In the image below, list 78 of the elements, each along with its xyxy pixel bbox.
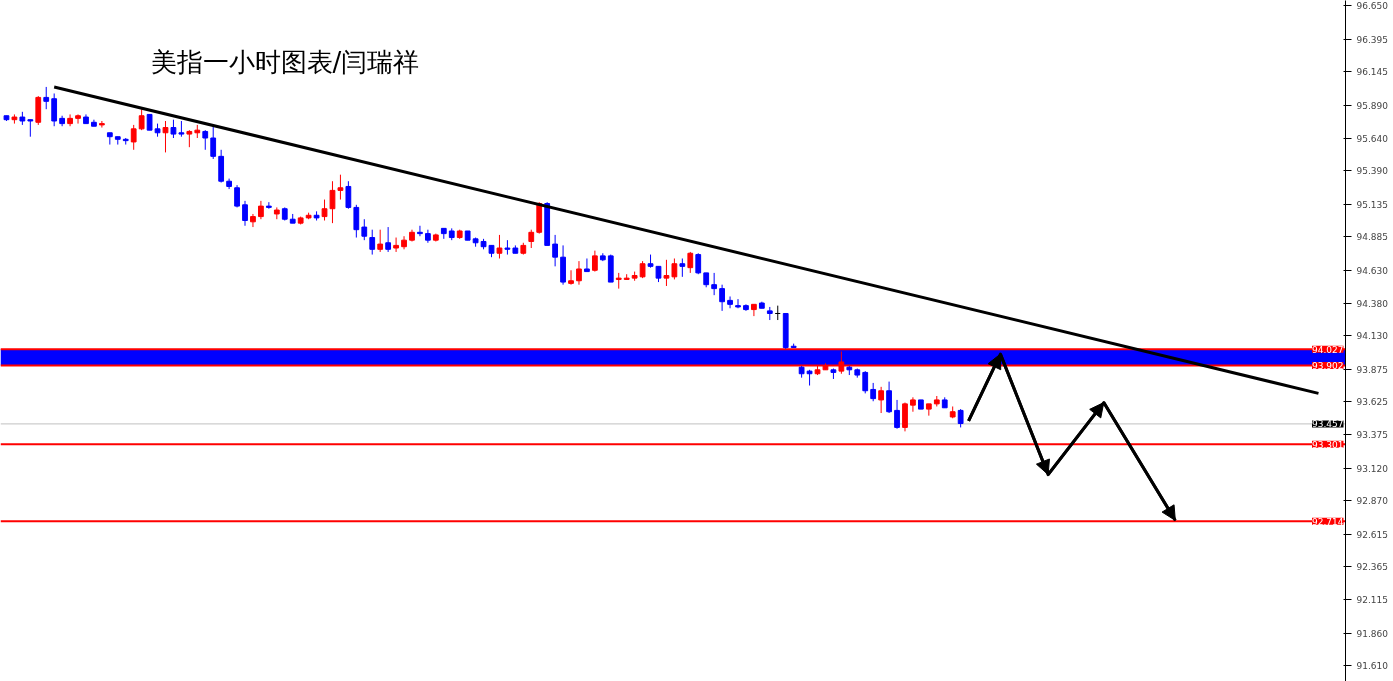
candlestick <box>369 229 376 256</box>
candlestick <box>894 399 900 430</box>
y-tick-label: 93.120 <box>1356 463 1389 474</box>
candlestick <box>862 370 869 394</box>
candlestick <box>528 229 535 249</box>
y-tick-label: 92.365 <box>1356 562 1388 573</box>
candlestick <box>321 199 328 222</box>
candlestick <box>584 257 590 273</box>
candlestick <box>727 295 733 309</box>
y-tick-label: 92.870 <box>1356 496 1389 507</box>
candlestick <box>67 113 73 127</box>
y-tick-label: 95.890 <box>1356 100 1389 111</box>
candlestick <box>258 200 264 220</box>
candlestick <box>957 408 964 428</box>
candlestick <box>361 218 368 241</box>
y-tick-label: 94.380 <box>1356 298 1389 309</box>
candlestick <box>329 180 336 224</box>
y-tick-label: 91.610 <box>1356 661 1389 672</box>
y-tick-label: 96.650 <box>1356 1 1389 12</box>
candlestick <box>385 226 392 253</box>
candlestick <box>878 386 885 414</box>
candlestick <box>138 108 145 131</box>
candlestick <box>496 234 503 259</box>
y-tick-label: 96.395 <box>1356 34 1388 45</box>
candlestick <box>552 234 558 267</box>
ref-line-label: 92.714 <box>1312 516 1344 527</box>
ref-line-label: 93.902 <box>1312 361 1344 372</box>
candlestick <box>591 250 598 273</box>
candlestick <box>417 225 423 237</box>
candlestick <box>671 257 678 280</box>
y-tick-label: 92.615 <box>1356 529 1388 540</box>
candlestick <box>719 284 725 312</box>
candlestick <box>43 86 50 110</box>
y-tick-label: 96.145 <box>1356 67 1388 78</box>
ref-line-label: 93.457 <box>1312 419 1344 430</box>
y-tick-label: 94.630 <box>1356 265 1389 276</box>
candlestick <box>377 229 384 253</box>
y-tick-label: 95.135 <box>1356 199 1388 210</box>
candlestick <box>345 180 352 210</box>
candlestick <box>711 272 718 296</box>
candlestick <box>99 120 105 129</box>
candlestick <box>679 257 686 278</box>
candlestick <box>751 303 757 317</box>
y-tick-label: 92.115 <box>1356 595 1388 606</box>
y-tick-label: 95.640 <box>1356 133 1389 144</box>
candlestick <box>568 269 574 286</box>
y-tick-label: 95.390 <box>1356 166 1389 177</box>
candlestick <box>202 129 209 151</box>
candlestick <box>663 259 670 287</box>
candlestick <box>242 200 248 227</box>
text: 美指一小时图表/闫瑞祥 <box>150 46 420 77</box>
candlestick <box>210 124 217 160</box>
candlestick <box>870 382 877 402</box>
y-tick-label: 93.625 <box>1356 397 1388 408</box>
y-tick-label: 93.375 <box>1356 430 1388 441</box>
ref-line-label: 94.027 <box>1312 344 1344 355</box>
candlestick <box>170 119 177 139</box>
candlestick <box>576 260 582 286</box>
candlestick <box>910 396 916 413</box>
candlestick <box>51 92 58 127</box>
candlestick <box>130 124 137 151</box>
candlestick <box>250 213 256 228</box>
candlestick <box>401 235 407 250</box>
candlestick <box>75 113 81 125</box>
candlestick <box>687 251 694 274</box>
candlestick <box>162 120 169 153</box>
candlestick <box>265 201 272 210</box>
ref-line-label: 93.301 <box>1312 439 1344 450</box>
y-tick-label: 94.885 <box>1356 232 1388 243</box>
candlestick <box>735 298 741 309</box>
candlestick <box>337 174 344 201</box>
y-tick-label: 93.875 <box>1356 364 1388 375</box>
y-tick-label: 94.130 <box>1356 331 1389 342</box>
y-tick-label: 91.860 <box>1356 628 1389 639</box>
candlestick <box>886 381 892 414</box>
candlestick <box>353 204 360 239</box>
candlestick <box>902 402 908 432</box>
candlestick <box>393 237 399 253</box>
